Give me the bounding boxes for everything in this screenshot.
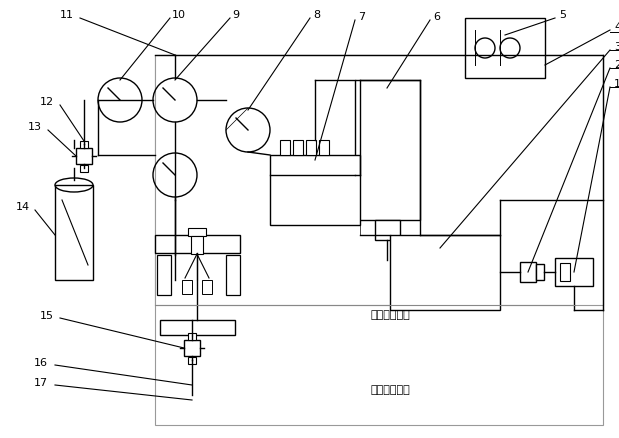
Bar [188, 357, 196, 364]
Text: 2: 2 [614, 60, 619, 70]
Text: 11: 11 [60, 10, 74, 20]
Text: 5: 5 [559, 10, 566, 20]
Text: 10: 10 [172, 10, 186, 20]
Text: 3: 3 [614, 42, 619, 52]
Text: 9: 9 [232, 10, 239, 20]
Bar [155, 55, 603, 305]
Bar [55, 185, 93, 280]
Bar [155, 55, 603, 425]
Text: 第二回油管路: 第二回油管路 [370, 385, 410, 395]
Bar [155, 235, 240, 253]
Text: 16: 16 [34, 358, 48, 368]
Text: 6: 6 [433, 12, 440, 22]
Bar [182, 280, 192, 294]
Text: 14: 14 [16, 202, 30, 212]
Bar [270, 155, 360, 225]
Text: 17: 17 [34, 378, 48, 388]
Bar [202, 280, 212, 294]
Bar [355, 80, 420, 220]
Bar [80, 141, 88, 148]
Text: 7: 7 [358, 12, 365, 22]
Bar [319, 140, 329, 155]
Text: 4: 4 [614, 22, 619, 32]
Bar [226, 255, 240, 295]
Bar [76, 148, 92, 164]
Bar [188, 333, 196, 340]
Bar [536, 264, 544, 280]
Bar [306, 140, 316, 155]
Text: 15: 15 [40, 311, 54, 321]
Bar [390, 235, 500, 310]
Bar [160, 320, 235, 335]
Text: 13: 13 [28, 122, 42, 132]
Bar [465, 18, 545, 78]
Bar [280, 140, 290, 155]
Bar [191, 236, 203, 254]
Bar [157, 255, 171, 295]
Bar [560, 263, 570, 281]
Bar [293, 140, 303, 155]
Text: 8: 8 [313, 10, 320, 20]
Text: 1: 1 [614, 79, 619, 89]
Bar [184, 340, 200, 356]
Bar [555, 258, 593, 286]
Text: 第一回油管路: 第一回油管路 [370, 310, 410, 320]
Bar [375, 220, 400, 240]
Bar [80, 165, 88, 172]
Bar [188, 228, 206, 236]
Bar [520, 262, 536, 282]
Text: 12: 12 [40, 97, 54, 107]
